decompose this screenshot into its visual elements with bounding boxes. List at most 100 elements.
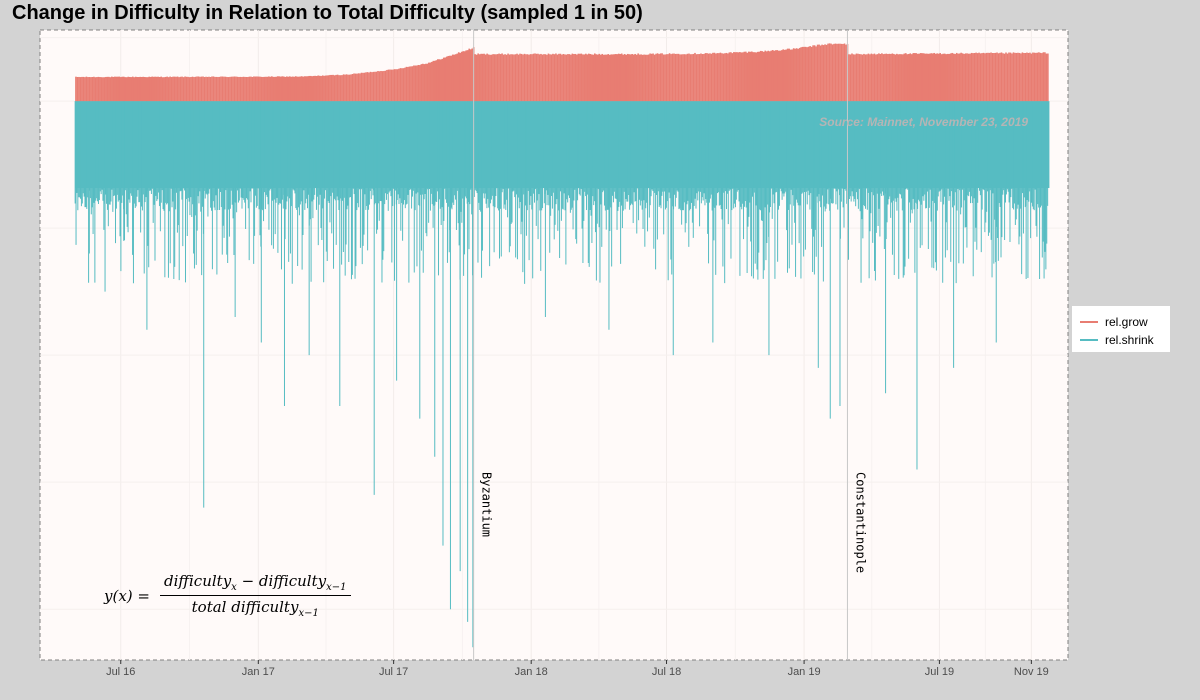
rel-grow-bar <box>454 54 457 102</box>
rel-grow-bar <box>420 64 423 102</box>
rel-grow-bar <box>523 53 526 102</box>
rel-grow-bar <box>761 51 764 102</box>
rel-grow-bar <box>625 54 627 102</box>
rel-grow-bar <box>1042 52 1045 102</box>
rel-grow-bar <box>683 54 686 102</box>
rel-grow-bar <box>867 53 870 102</box>
rel-grow-bar <box>300 76 303 102</box>
rel-grow-bar <box>724 53 726 102</box>
rel-grow-bar <box>855 53 858 102</box>
rel-grow-bar <box>740 52 743 102</box>
rel-grow-bar <box>857 53 859 102</box>
rel-grow-bar <box>764 50 767 102</box>
rel-grow-bar <box>511 54 514 102</box>
rel-grow-bar <box>390 69 393 102</box>
rel-grow-bar <box>737 52 740 102</box>
rel-grow-bar <box>925 53 928 102</box>
rel-grow-bar <box>710 53 713 102</box>
rel-grow-bar <box>181 76 183 102</box>
rel-grow-bar <box>384 70 387 102</box>
rel-grow-bar <box>483 53 485 102</box>
rel-grow-bar <box>133 77 136 102</box>
rel-grow-bar <box>471 48 473 102</box>
rel-grow-bar <box>429 62 432 102</box>
rel-grow-bar <box>1021 52 1024 102</box>
rel-grow-bar <box>978 52 980 102</box>
rel-grow-bar <box>227 77 230 102</box>
rel-grow-bar <box>496 54 499 102</box>
rel-grow-bar <box>987 52 989 102</box>
rel-grow-bar <box>251 76 254 102</box>
rel-grow-bar <box>439 59 442 102</box>
rel-grow-bar <box>520 53 523 102</box>
rel-grow-bar <box>288 76 291 102</box>
rel-grow-bar <box>807 46 810 102</box>
rel-grow-bar <box>806 47 808 102</box>
rel-grow-bar <box>383 70 385 102</box>
rel-grow-bar <box>320 76 322 102</box>
rel-grow-bar <box>640 54 642 102</box>
rel-grow-bar <box>890 53 892 102</box>
rel-grow-bar <box>348 74 351 102</box>
rel-grow-bar <box>682 54 684 102</box>
rel-grow-bar <box>607 54 610 102</box>
legend: rel.grow rel.shrink <box>1072 306 1170 352</box>
rel-grow-bar <box>341 75 343 102</box>
event-markers: Byzantium Constantinople <box>473 30 867 660</box>
rel-grow-bar <box>619 54 622 102</box>
rel-grow-bar <box>499 54 502 102</box>
rel-grow-bar <box>303 76 306 102</box>
rel-grow-bar <box>595 54 598 102</box>
rel-grow-bar <box>718 53 720 102</box>
rel-grow-bar <box>327 75 330 102</box>
rel-grow-bar <box>1029 52 1031 102</box>
rel-grow-bar <box>994 52 997 102</box>
rel-grow-bar <box>749 51 752 102</box>
rel-grow-bar <box>698 54 701 102</box>
rel-grow-bar <box>140 76 143 102</box>
rel-grow-bar <box>226 76 228 102</box>
rel-grow-bar <box>188 77 191 102</box>
rel-grow-bar <box>905 53 907 102</box>
rel-grow-bar <box>982 52 985 102</box>
rel-grow-bar <box>1017 52 1019 102</box>
rel-grow-bar <box>393 69 396 102</box>
rel-grow-bar <box>127 76 130 102</box>
rel-grow-bar <box>336 74 339 102</box>
rel-grow-bar <box>1041 53 1043 102</box>
rel-grow-bar <box>76 76 79 102</box>
rel-grow-bar <box>362 72 364 102</box>
formula-term-den-sub: x−1 <box>298 608 319 619</box>
rel-grow-bar <box>623 54 626 102</box>
rel-grow-bar <box>338 75 340 102</box>
rel-grow-bar <box>679 54 681 102</box>
rel-grow-bar <box>368 72 370 102</box>
rel-grow-bar <box>836 43 838 102</box>
rel-grow-bar <box>788 48 790 102</box>
rel-grow-bar <box>167 77 170 102</box>
x-tick-label: Jan 19 <box>788 666 821 678</box>
rel-grow-bar <box>571 53 574 102</box>
rel-grow-bar <box>861 54 864 102</box>
x-tick-label: Nov 19 <box>1014 666 1049 678</box>
rel-grow-bar <box>425 63 427 102</box>
rel-grow-bar <box>875 54 877 102</box>
rel-grow-bar <box>653 54 656 102</box>
rel-grow-bar <box>517 54 520 102</box>
rel-grow-bar <box>795 48 798 102</box>
rel-grow-bar <box>526 54 529 102</box>
rel-grow-bar <box>1015 52 1018 102</box>
rel-grow-bar <box>843 43 846 102</box>
rel-grow-bar <box>556 54 559 102</box>
rel-grow-bar <box>317 75 319 102</box>
rel-grow-bar <box>562 53 565 102</box>
rel-grow-bar <box>157 76 159 102</box>
rel-grow-bar <box>608 54 611 102</box>
rel-grow-bar <box>810 46 813 102</box>
rel-grow-bar <box>495 54 497 102</box>
rel-grow-bar <box>915 53 918 102</box>
rel-grow-bar <box>253 76 255 102</box>
rel-grow-bar <box>685 54 687 102</box>
rel-grow-bar <box>767 50 770 102</box>
rel-grow-bar <box>447 55 450 102</box>
